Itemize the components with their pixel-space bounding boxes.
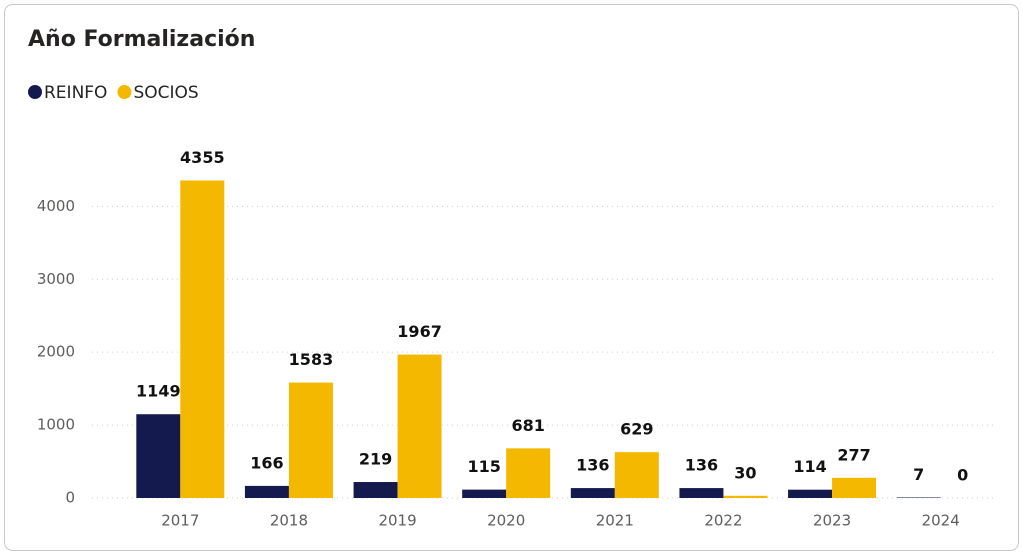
bar	[397, 354, 442, 498]
data-label: 7	[913, 465, 924, 484]
data-label: 629	[620, 420, 653, 439]
data-label: 1149	[136, 382, 181, 401]
bar	[136, 414, 181, 498]
x-tick-label: 2024	[922, 512, 960, 530]
legend-label: REINFO	[44, 83, 107, 103]
data-label: 277	[837, 445, 870, 464]
chart-title: Año Formalización	[28, 27, 255, 52]
x-tick-label: 2020	[487, 512, 525, 530]
bar	[614, 452, 659, 498]
y-tick-label: 2000	[37, 343, 75, 361]
data-label: 219	[359, 450, 392, 469]
bar	[180, 180, 225, 498]
data-label: 1583	[289, 350, 334, 369]
bar	[288, 382, 333, 498]
data-label: 30	[734, 463, 756, 482]
y-tick-label: 3000	[37, 270, 75, 288]
x-tick-label: 2017	[161, 512, 199, 530]
bar	[723, 495, 768, 498]
bar	[506, 448, 551, 498]
bar	[570, 488, 615, 498]
x-tick-label: 2023	[813, 512, 851, 530]
bar	[462, 489, 507, 498]
x-tick-label: 2022	[704, 512, 742, 530]
y-tick-label: 1000	[37, 416, 75, 434]
y-tick-label: 0	[65, 489, 75, 507]
bar	[896, 497, 941, 498]
data-label: 1967	[397, 322, 442, 341]
data-label: 115	[467, 457, 500, 476]
data-label: 136	[685, 456, 718, 475]
legend-marker	[28, 85, 42, 99]
y-tick-label: 4000	[37, 197, 75, 215]
data-label: 114	[793, 457, 826, 476]
bar	[679, 488, 724, 498]
data-label: 681	[511, 416, 544, 435]
bar	[353, 482, 398, 498]
data-label: 166	[250, 453, 283, 472]
data-label: 0	[957, 466, 968, 485]
data-label: 4355	[180, 148, 225, 167]
card	[4, 4, 1019, 551]
bar	[832, 477, 877, 498]
x-tick-label: 2018	[270, 512, 308, 530]
bar	[244, 485, 289, 498]
data-label: 136	[576, 456, 609, 475]
legend-marker	[117, 85, 132, 99]
legend-label: SOCIOS	[133, 83, 198, 103]
x-tick-label: 2021	[596, 512, 634, 530]
bar	[788, 489, 833, 498]
x-tick-label: 2019	[378, 512, 416, 530]
